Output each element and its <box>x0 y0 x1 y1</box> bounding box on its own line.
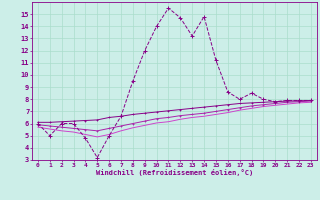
X-axis label: Windchill (Refroidissement éolien,°C): Windchill (Refroidissement éolien,°C) <box>96 169 253 176</box>
